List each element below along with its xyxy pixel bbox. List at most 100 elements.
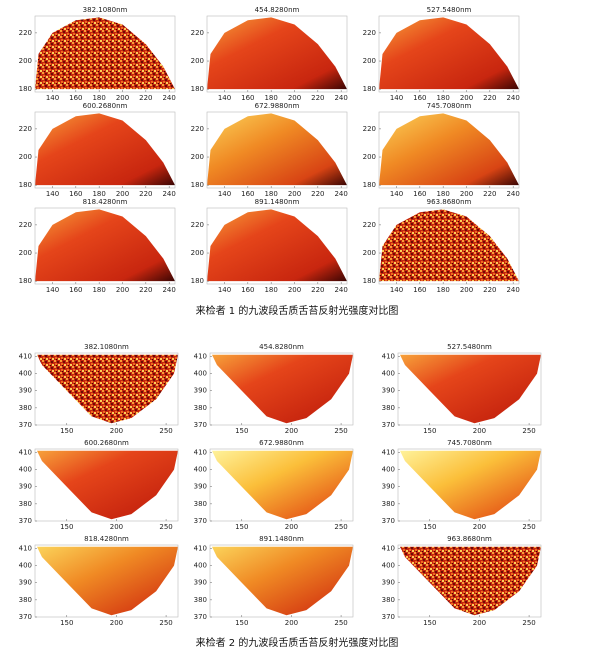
y-tick-label: 410 xyxy=(382,544,395,552)
x-tick-label: 200 xyxy=(288,190,301,198)
x-tick-label: 250 xyxy=(522,619,535,627)
y-tick-label: 200 xyxy=(363,57,376,65)
x-tick-label: 220 xyxy=(483,286,496,294)
y-tick-label: 200 xyxy=(19,57,32,65)
x-tick-label: 140 xyxy=(390,286,403,294)
y-tick-label: 220 xyxy=(191,29,204,37)
heatmap xyxy=(36,450,178,520)
panel-title: 600.2680nm xyxy=(83,102,128,110)
x-tick-label: 180 xyxy=(264,286,277,294)
panel-title: 600.2680nm xyxy=(84,439,129,447)
x-tick-label: 150 xyxy=(60,523,73,531)
y-tick-label: 390 xyxy=(19,387,32,395)
axes-frame xyxy=(206,111,348,189)
y-tick-label: 180 xyxy=(363,181,376,189)
axes-frame xyxy=(206,15,348,93)
y-tick-label: 370 xyxy=(194,517,207,525)
y-tick-label: 180 xyxy=(363,277,376,285)
y-tick-label: 390 xyxy=(19,483,32,491)
x-tick-label: 140 xyxy=(46,286,59,294)
axes-frame xyxy=(378,111,520,189)
axes-frame xyxy=(34,352,179,426)
x-tick-label: 140 xyxy=(46,94,59,102)
panel-title: 963.8680nm xyxy=(447,535,492,543)
panel-title: 527.5480nm xyxy=(447,343,492,351)
x-tick-label: 220 xyxy=(483,94,496,102)
y-tick-label: 370 xyxy=(19,517,32,525)
x-tick-label: 200 xyxy=(110,427,123,435)
heatmap xyxy=(36,354,178,424)
axes-frame xyxy=(397,544,542,618)
x-tick-label: 150 xyxy=(235,619,248,627)
heatmap xyxy=(35,209,175,282)
x-tick-label: 250 xyxy=(522,427,535,435)
y-tick-label: 200 xyxy=(191,57,204,65)
panel-title: 454.8280nm xyxy=(255,6,300,14)
x-tick-label: 150 xyxy=(423,523,436,531)
y-tick-label: 400 xyxy=(382,370,395,378)
heatmap xyxy=(35,113,175,186)
y-tick-label: 200 xyxy=(363,153,376,161)
heatmap xyxy=(399,354,541,424)
y-tick-label: 400 xyxy=(382,466,395,474)
y-tick-label: 410 xyxy=(194,352,207,360)
heatmap xyxy=(36,546,178,616)
axes-frame xyxy=(378,15,520,93)
x-tick-label: 160 xyxy=(413,286,426,294)
x-tick-label: 150 xyxy=(235,523,248,531)
caption: 来检者 1 的九波段舌质舌苔反射光强度对比图 xyxy=(196,304,399,317)
y-tick-label: 390 xyxy=(194,579,207,587)
y-tick-label: 220 xyxy=(19,125,32,133)
x-tick-label: 200 xyxy=(473,427,486,435)
x-tick-label: 140 xyxy=(46,190,59,198)
panel-title: 672.9880nm xyxy=(259,439,304,447)
y-tick-label: 180 xyxy=(363,85,376,93)
x-tick-label: 200 xyxy=(116,94,129,102)
y-tick-label: 220 xyxy=(363,29,376,37)
panel-title: 745.7080nm xyxy=(427,102,472,110)
x-tick-label: 150 xyxy=(423,619,436,627)
x-tick-label: 240 xyxy=(162,94,175,102)
heatmap xyxy=(211,354,353,424)
y-tick-label: 200 xyxy=(19,249,32,257)
x-tick-label: 180 xyxy=(92,190,105,198)
y-tick-label: 200 xyxy=(191,249,204,257)
y-tick-label: 180 xyxy=(191,181,204,189)
x-tick-label: 200 xyxy=(460,94,473,102)
x-tick-label: 140 xyxy=(218,190,231,198)
heatmap xyxy=(379,17,519,90)
axes-frame xyxy=(209,544,354,618)
x-tick-label: 200 xyxy=(285,619,298,627)
x-tick-label: 220 xyxy=(483,190,496,198)
x-tick-label: 160 xyxy=(69,190,82,198)
heatmap xyxy=(207,113,347,186)
y-tick-label: 180 xyxy=(19,181,32,189)
panel-title: 891.1480nm xyxy=(255,198,300,206)
x-tick-label: 200 xyxy=(116,190,129,198)
x-tick-label: 240 xyxy=(334,286,347,294)
panel-title: 527.5480nm xyxy=(427,6,472,14)
x-tick-label: 180 xyxy=(92,286,105,294)
heatmap xyxy=(211,450,353,520)
y-tick-label: 370 xyxy=(19,613,32,621)
x-tick-label: 250 xyxy=(159,619,172,627)
y-tick-label: 380 xyxy=(19,596,32,604)
x-tick-label: 220 xyxy=(139,286,152,294)
axes-frame xyxy=(34,15,176,93)
x-tick-label: 160 xyxy=(69,286,82,294)
y-tick-label: 410 xyxy=(382,448,395,456)
y-tick-label: 400 xyxy=(194,370,207,378)
heatmap xyxy=(207,17,347,90)
x-tick-label: 250 xyxy=(334,523,347,531)
heatmap xyxy=(399,450,541,520)
panel-title: 672.9880nm xyxy=(255,102,300,110)
y-tick-label: 410 xyxy=(19,544,32,552)
x-tick-label: 180 xyxy=(436,94,449,102)
axes-frame xyxy=(209,448,354,522)
heatmap xyxy=(379,113,519,186)
x-tick-label: 240 xyxy=(162,190,175,198)
axes-frame xyxy=(378,207,520,285)
y-tick-label: 220 xyxy=(19,29,32,37)
y-tick-label: 370 xyxy=(382,421,395,429)
